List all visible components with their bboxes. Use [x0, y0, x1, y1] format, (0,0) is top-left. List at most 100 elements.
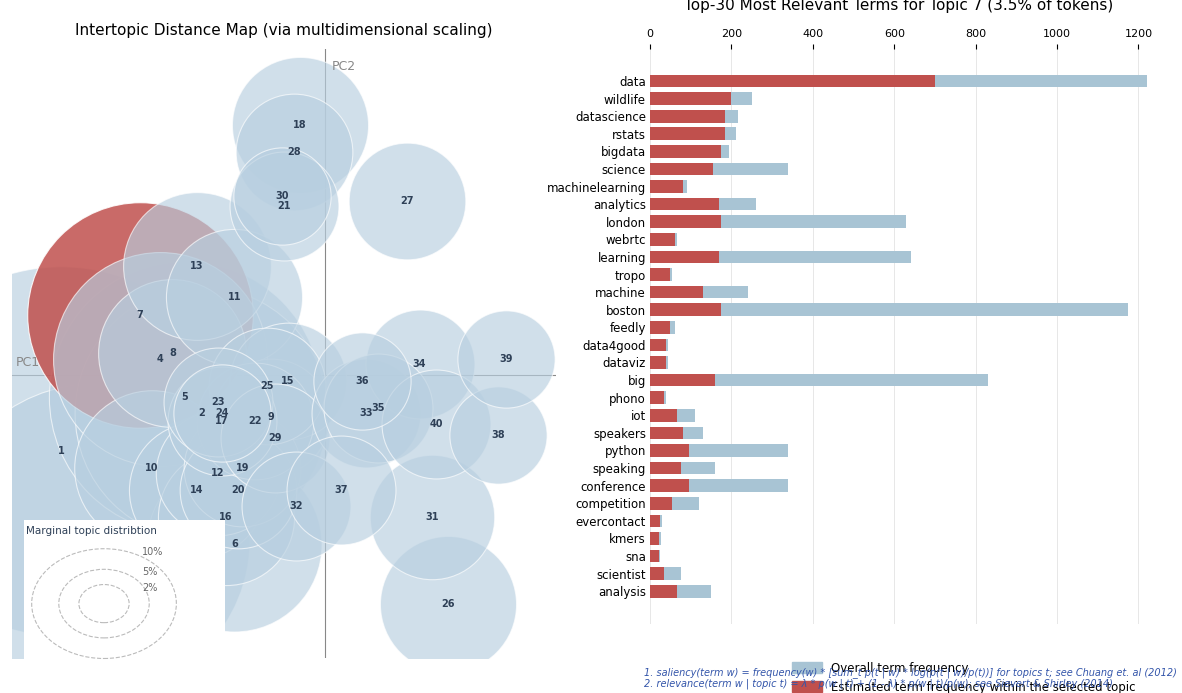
Bar	[650, 550, 660, 562]
Text: 21: 21	[277, 202, 291, 211]
Text: 13: 13	[190, 261, 204, 272]
Text: 1. saliency(term w) = frequency(w) * [sum_t p(t | w) * log(p(t | w)/p(t))] for t: 1. saliency(term w) = frequency(w) * [su…	[644, 667, 1177, 678]
Bar	[650, 145, 729, 158]
Bar	[650, 216, 907, 228]
Text: 15: 15	[281, 376, 294, 386]
Bar	[650, 444, 689, 457]
Text: 36: 36	[356, 376, 369, 386]
Bar	[650, 585, 712, 597]
Text: 5%: 5%	[142, 568, 157, 577]
Text: 35: 35	[371, 403, 385, 413]
Point	[352, 375, 371, 386]
Text: Marginal topic distribtion: Marginal topic distribtion	[26, 526, 156, 536]
Point	[488, 430, 507, 441]
Bar	[650, 339, 667, 351]
Text: 27: 27	[401, 196, 414, 206]
Bar	[650, 251, 720, 263]
Bar	[650, 514, 662, 527]
Bar	[650, 92, 732, 105]
Point	[191, 407, 210, 419]
Bar	[650, 128, 735, 140]
Title: Intertopic Distance Map (via multidimensional scaling): Intertopic Distance Map (via multidimens…	[74, 23, 493, 37]
Bar	[650, 268, 673, 281]
Text: 30: 30	[275, 191, 288, 200]
Bar	[650, 426, 683, 439]
Text: 6: 6	[230, 539, 238, 549]
Bar	[650, 497, 673, 509]
Bar	[650, 356, 667, 369]
Point	[398, 195, 417, 207]
Point	[208, 468, 227, 479]
Legend: Overall term frequency, Estimated term frequency within the selected topic: Overall term frequency, Estimated term f…	[787, 657, 1141, 693]
Point	[85, 533, 104, 544]
Point	[291, 119, 310, 130]
Text: 18: 18	[293, 120, 307, 130]
Bar	[650, 110, 726, 123]
Bar	[650, 339, 668, 351]
Text: 8: 8	[169, 349, 176, 358]
Text: 10: 10	[145, 463, 158, 473]
Text: 2: 2	[197, 408, 204, 419]
Bar	[650, 568, 681, 580]
Bar	[650, 374, 715, 387]
Text: 9: 9	[268, 412, 274, 421]
Bar	[650, 392, 664, 404]
Text: 31: 31	[426, 511, 439, 522]
Text: 2%: 2%	[142, 583, 157, 593]
Point	[246, 415, 265, 426]
Point	[439, 598, 457, 609]
Point	[369, 403, 388, 414]
Text: 16: 16	[220, 511, 233, 522]
Point	[225, 538, 243, 550]
Bar	[650, 251, 910, 263]
Text: 11: 11	[227, 292, 241, 302]
Bar	[650, 198, 756, 211]
Text: 39: 39	[499, 354, 513, 364]
Bar	[650, 514, 661, 527]
Bar	[650, 180, 687, 193]
Text: 26: 26	[442, 599, 455, 609]
Bar	[650, 480, 689, 492]
Text: 40: 40	[429, 419, 443, 429]
Text: 12: 12	[212, 468, 225, 478]
Text: PC1: PC1	[15, 356, 40, 369]
Point	[274, 201, 293, 212]
Bar	[650, 163, 713, 175]
Point	[142, 462, 161, 473]
Bar	[650, 374, 988, 387]
Bar	[650, 532, 662, 545]
Bar	[650, 532, 660, 545]
Point	[175, 392, 194, 403]
Bar	[650, 198, 720, 211]
Text: 2. relevance(term w | topic t) = λ * p(w | t) + (1 - λ) * p(w | t)/p(w); see Sie: 2. relevance(term w | topic t) = λ * p(w…	[644, 678, 1113, 689]
Point	[357, 407, 376, 419]
Bar	[650, 304, 1129, 316]
Text: 32: 32	[290, 501, 303, 511]
Bar	[650, 480, 788, 492]
Bar	[650, 180, 683, 193]
Text: 5: 5	[182, 392, 188, 402]
Point	[496, 353, 515, 365]
Bar	[650, 233, 676, 246]
Bar	[650, 268, 670, 281]
Bar	[650, 497, 699, 509]
Bar	[650, 356, 668, 369]
Bar	[650, 568, 664, 580]
Point	[130, 310, 149, 321]
Title: Top-30 Most Relevant Terms for Topic 7 (3.5% of tokens): Top-30 Most Relevant Terms for Topic 7 (…	[683, 0, 1113, 12]
Text: 1: 1	[58, 446, 65, 457]
Text: 24: 24	[215, 408, 228, 419]
Point	[258, 380, 277, 392]
Bar	[650, 462, 681, 475]
Bar	[650, 233, 675, 246]
Point	[213, 407, 232, 419]
Point	[410, 359, 429, 370]
Bar	[650, 145, 721, 158]
Point	[213, 415, 232, 426]
Bar	[650, 286, 748, 299]
Bar	[650, 409, 695, 421]
Bar	[650, 216, 721, 228]
Point	[273, 190, 292, 201]
Text: 4: 4	[157, 354, 163, 364]
Text: 14: 14	[190, 484, 204, 495]
